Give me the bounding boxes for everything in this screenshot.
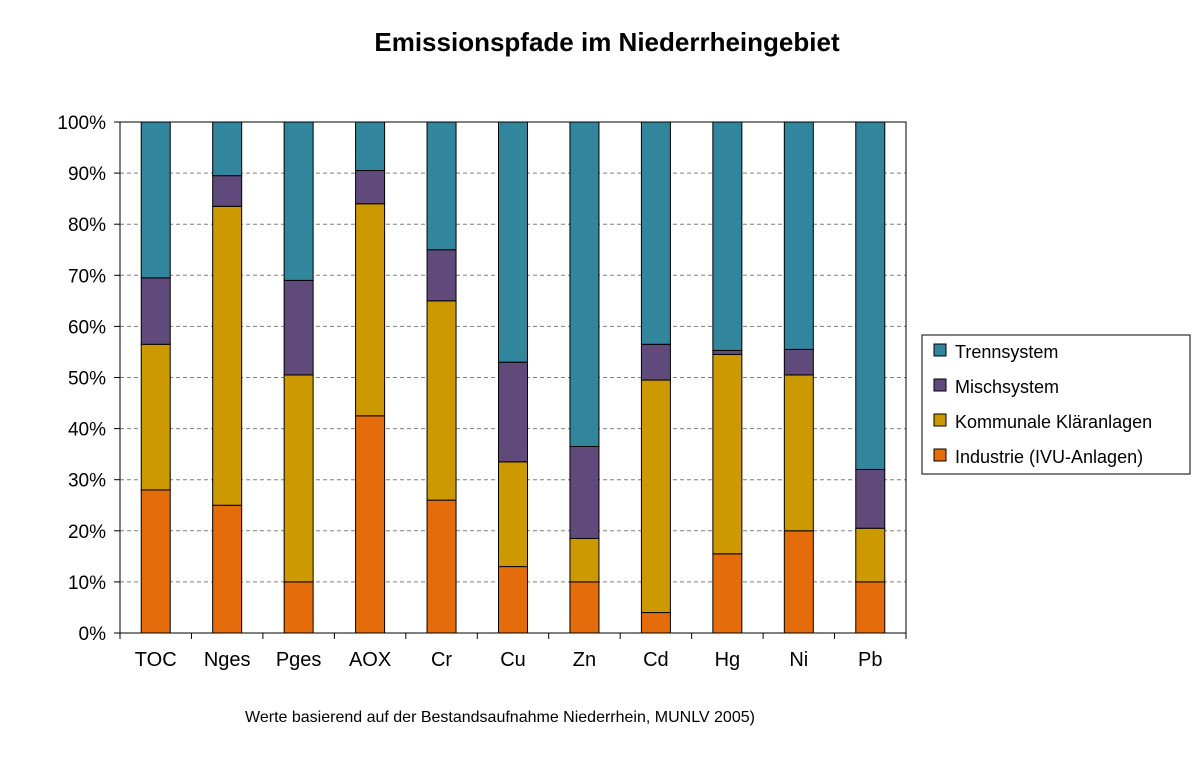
y-tick-label: 100% <box>57 113 106 134</box>
legend-swatch <box>933 378 947 392</box>
bar-segment <box>783 530 814 634</box>
chart-title: Emissionspfade im Niederrheingebiet <box>374 27 840 57</box>
bar-segment <box>140 489 171 634</box>
legend-label: Industrie (IVU-Anlagen) <box>955 447 1143 467</box>
y-tick-label: 10% <box>68 573 106 594</box>
bar-segment <box>283 121 314 281</box>
x-tick-label: Zn <box>573 649 596 671</box>
bar-segment <box>855 468 886 529</box>
bar-segment <box>712 121 743 351</box>
bar-segment <box>426 121 457 251</box>
bar-segment <box>640 379 671 614</box>
bar-segment <box>569 445 600 539</box>
bar-segment <box>355 170 386 205</box>
y-tick-label: 70% <box>68 266 106 287</box>
legend-box <box>921 334 1191 475</box>
bar-segment <box>355 121 386 172</box>
bar-segment <box>498 566 528 634</box>
bar-segment <box>212 121 243 177</box>
legend-label: Mischsystem <box>955 377 1059 397</box>
y-axis: 0% 10% 20% 30% 40% 50% 60% 70% 80% 90% 100% <box>57 113 120 645</box>
bar-segment <box>283 374 314 583</box>
x-tick-label: Cd <box>643 649 669 671</box>
bar-segment <box>498 361 528 463</box>
bar-segment <box>712 553 743 634</box>
bar-segment <box>355 415 386 634</box>
footnote: Werte basierend auf der Bestandsaufnahme… <box>245 709 755 726</box>
y-tick-label: 50% <box>68 369 106 390</box>
bar-segment <box>640 612 671 634</box>
legend-swatch <box>933 343 947 357</box>
bar-segment <box>140 343 171 491</box>
x-tick-label: Cr <box>431 649 452 671</box>
legend-swatch <box>933 413 947 427</box>
y-tick-label: 20% <box>68 522 106 543</box>
x-tick-label: Ni <box>789 649 808 671</box>
legend: Trennsystem Mischsystem Kommunale Kläranla… <box>921 334 1191 475</box>
bar-segment <box>426 249 457 302</box>
bar-segment <box>640 121 671 345</box>
y-tick-label: 40% <box>68 420 106 441</box>
bar-segment <box>283 581 314 634</box>
legend-label: Kommunale Kläranlagen <box>955 412 1152 432</box>
bars <box>140 121 886 634</box>
bar-segment <box>783 348 814 376</box>
bar-segment <box>569 121 600 447</box>
y-tick-label: 80% <box>68 215 106 236</box>
y-tick-label: 30% <box>68 471 106 492</box>
bar-segment <box>498 461 528 568</box>
x-tick-label: TOC <box>135 649 177 671</box>
bar-segment <box>855 121 886 470</box>
x-tick-label: Hg <box>715 649 741 671</box>
bar-segment <box>783 374 814 532</box>
bar-segment <box>569 537 600 583</box>
bar-segment <box>426 499 457 634</box>
legend-label: Trennsystem <box>955 342 1058 362</box>
bar-segment <box>212 175 243 207</box>
bar-segment <box>498 121 528 363</box>
x-axis: TOC Nges Pges AOX Cr Cu Zn Cd Hg Ni Pb <box>119 633 907 671</box>
y-tick-label: 0% <box>79 624 107 645</box>
bar-segment <box>355 203 386 417</box>
x-tick-label: Cu <box>500 649 526 671</box>
bar-segment <box>212 504 243 634</box>
y-tick-label: 90% <box>68 164 106 185</box>
x-tick-label: Nges <box>204 649 251 671</box>
bar-segment <box>783 121 814 350</box>
bar-segment <box>212 205 243 506</box>
bar-segment <box>283 279 314 376</box>
bar-segment <box>712 349 743 356</box>
x-tick-label: Pb <box>858 649 882 671</box>
x-tick-label: AOX <box>349 649 391 671</box>
bar-segment <box>640 343 671 381</box>
bar-segment <box>140 277 171 345</box>
legend-swatch <box>933 448 947 462</box>
bar-segment <box>140 121 171 279</box>
bar-segment <box>855 581 886 634</box>
bar-segment <box>569 581 600 634</box>
bar-segment <box>426 300 457 501</box>
y-tick-label: 60% <box>68 317 106 338</box>
bar-segment <box>855 527 886 583</box>
bar-segment <box>712 354 743 555</box>
x-tick-label: Pges <box>276 649 322 671</box>
